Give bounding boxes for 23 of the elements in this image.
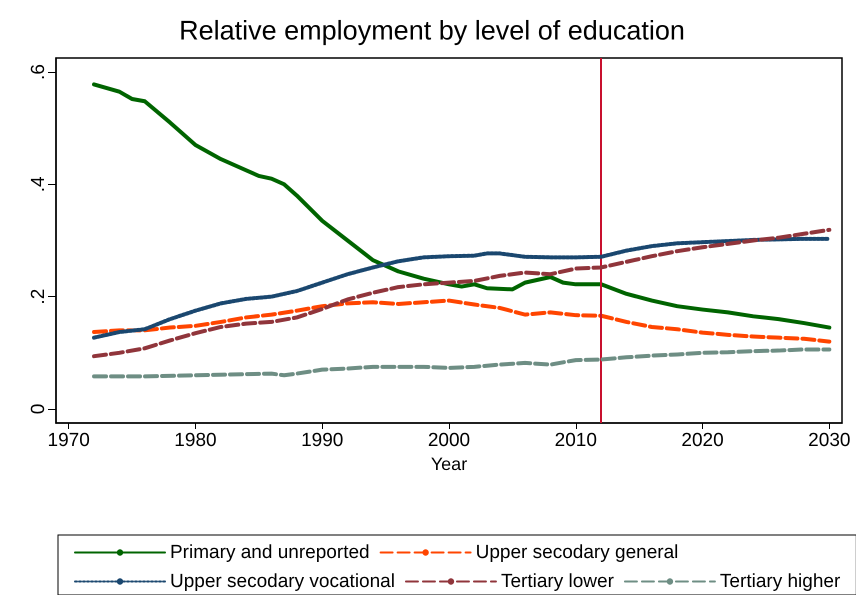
- x-tick-label: 2020: [681, 430, 724, 451]
- x-tick-label: 2000: [428, 430, 470, 451]
- line-series: [92, 347, 832, 378]
- y-tick-label: 0: [28, 404, 49, 414]
- legend-label: Tertiary lower: [500, 571, 615, 592]
- x-tick-label: 1990: [301, 430, 344, 451]
- line-series: [92, 298, 832, 344]
- legend-label: Upper secodary general: [476, 542, 678, 563]
- line-series: [92, 228, 832, 358]
- x-axis-title: Year: [430, 454, 468, 474]
- line-series: [92, 82, 832, 330]
- x-tick-label: 1980: [174, 430, 217, 451]
- line-series: [92, 236, 832, 340]
- chart-title: Relative employment by level of education: [179, 16, 685, 46]
- legend-label: Upper secodary vocational: [170, 571, 395, 592]
- legend-label: Tertiary higher: [720, 571, 841, 592]
- y-tick-label: .6: [28, 64, 49, 80]
- x-tick-label: 2010: [554, 430, 597, 451]
- y-tick-label: .2: [28, 288, 49, 305]
- y-tick-label: .4: [28, 176, 49, 192]
- legend-label: Primary and unreported: [170, 542, 370, 563]
- x-tick-label: 2030: [808, 430, 850, 451]
- x-tick-label: 1970: [48, 430, 90, 451]
